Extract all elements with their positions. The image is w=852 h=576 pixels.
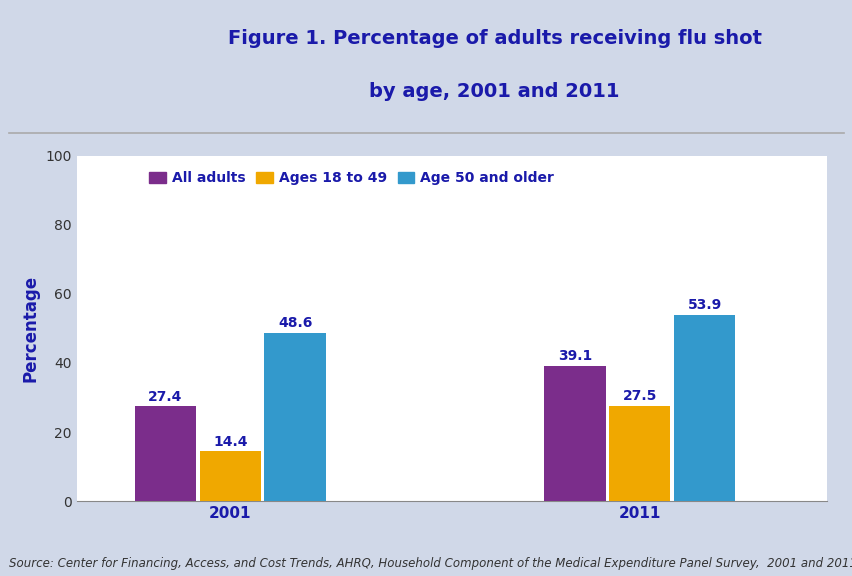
Bar (135, 407, 196, 501)
Text: Figure 1. Percentage of adults receiving flu shot: Figure 1. Percentage of adults receiving… (227, 29, 761, 47)
Text: by age, 2001 and 2011: by age, 2001 and 2011 (369, 82, 619, 101)
Text: 39.1: 39.1 (557, 349, 591, 363)
Bar (673, 315, 734, 501)
Text: 48.6: 48.6 (278, 316, 312, 331)
Text: Source: Center for Financing, Access, and Cost Trends, AHRQ, Household Component: Source: Center for Financing, Access, an… (9, 557, 852, 570)
Bar (544, 366, 605, 501)
Bar (608, 406, 670, 501)
Text: 53.9: 53.9 (687, 298, 721, 312)
Text: 14.4: 14.4 (213, 434, 247, 449)
Text: 27.4: 27.4 (148, 389, 182, 404)
Y-axis label: Percentage: Percentage (22, 275, 40, 382)
Bar (199, 452, 261, 501)
Text: 27.5: 27.5 (622, 389, 656, 403)
Legend: All adults, Ages 18 to 49, Age 50 and older: All adults, Ages 18 to 49, Age 50 and ol… (144, 166, 559, 191)
Bar (264, 333, 325, 501)
